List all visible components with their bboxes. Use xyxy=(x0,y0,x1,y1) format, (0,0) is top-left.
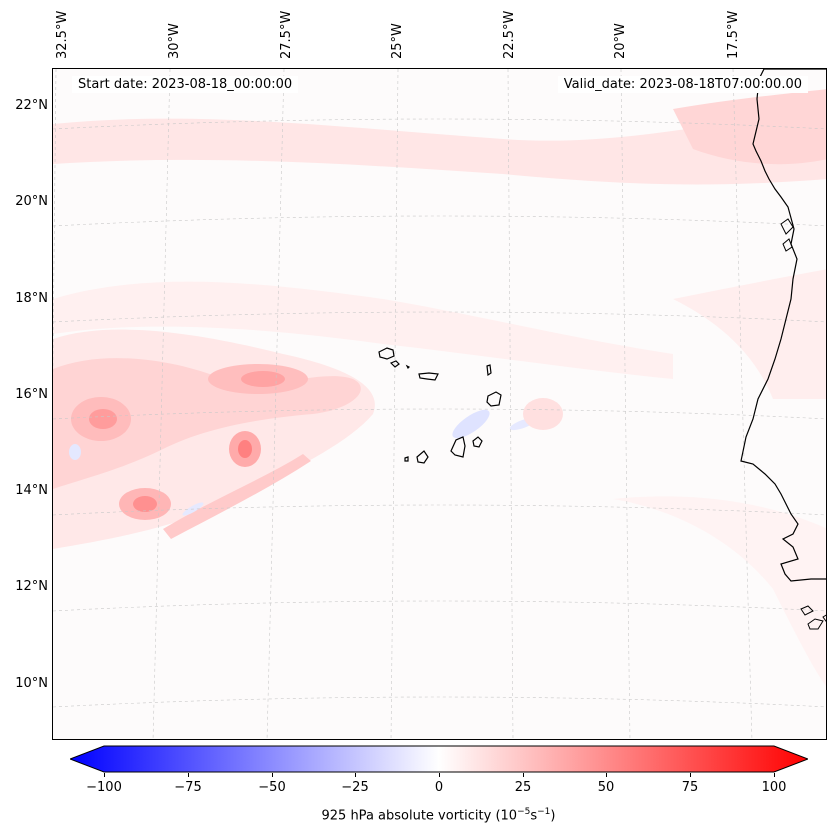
lon-label-22-5w: 22.5°W xyxy=(502,10,517,59)
lon-label-17-5w: 17.5°W xyxy=(726,10,741,59)
cb-tickmark-0 xyxy=(439,773,440,777)
lat-label-16n: 16°N xyxy=(15,387,48,402)
lon-label-25w: 25°W xyxy=(390,23,405,59)
vorticity-band-north-strong xyxy=(673,89,826,165)
vorticity-field xyxy=(53,69,826,739)
vorticity-negative-island xyxy=(452,409,490,439)
lat-label-22n: 22°N xyxy=(15,98,48,113)
cb-tickmark-m25 xyxy=(355,773,356,777)
cb-tickmark-75 xyxy=(690,773,691,777)
vorticity-max-4-core xyxy=(133,496,157,512)
valid-date-label: Valid_date: 2023-08-18T07:00:00.00 xyxy=(557,76,808,93)
colorbar-gradient xyxy=(68,745,810,773)
start-date-label: Start date: 2023-08-18_00:00:00 xyxy=(72,76,299,93)
lon-label-32-5w: 32.5°W xyxy=(55,10,70,59)
cb-tick-label-0: 0 xyxy=(434,780,444,795)
lat-label-12n: 12°N xyxy=(15,579,48,594)
vorticity-negative-west xyxy=(69,444,81,460)
colorbar-label: 925 hPa absolute vorticity (10−5s−1) xyxy=(0,807,837,823)
vorticity-band-mid xyxy=(53,281,673,379)
map-panel[interactable] xyxy=(52,68,827,740)
cb-label-mid: s xyxy=(530,808,538,824)
cb-label-exp2: −1 xyxy=(537,807,551,817)
cb-tickmark-m50 xyxy=(272,773,273,777)
gridlines xyxy=(53,69,826,739)
cb-tick-label-100: 100 xyxy=(761,780,787,795)
cb-tick-label-m50: −50 xyxy=(258,780,286,795)
cape-verde-islands xyxy=(378,347,502,464)
cb-tick-label-50: 50 xyxy=(597,780,615,795)
vorticity-band-north xyxy=(53,109,826,185)
vorticity-east-coast xyxy=(673,269,826,399)
cb-tickmark-50 xyxy=(606,773,607,777)
cb-tick-label-m75: −75 xyxy=(174,780,202,795)
cb-tick-label-25: 25 xyxy=(514,780,532,795)
vorticity-max-2-core xyxy=(241,371,285,387)
lon-label-20w: 20°W xyxy=(613,23,628,59)
cb-tick-label-m25: −25 xyxy=(341,780,369,795)
vorticity-max-1-core xyxy=(89,409,117,429)
lat-label-14n: 14°N xyxy=(15,483,48,498)
vorticity-east-south xyxy=(613,496,826,687)
vorticity-positive-island xyxy=(523,398,563,430)
coastline-islands-south xyxy=(800,605,826,630)
cb-tickmark-100 xyxy=(774,773,775,777)
lon-label-27-5w: 27.5°W xyxy=(279,10,294,59)
cb-tick-label-m100: −100 xyxy=(86,780,122,795)
cb-tickmark-m100 xyxy=(104,773,105,777)
cb-label-suffix: ) xyxy=(550,808,556,824)
cb-tickmark-25 xyxy=(523,773,524,777)
cb-tick-label-75: 75 xyxy=(681,780,699,795)
vorticity-max-3-core xyxy=(238,440,252,458)
coastline-north-bays xyxy=(780,218,794,252)
colorbar xyxy=(68,745,810,773)
lat-label-10n: 10°N xyxy=(15,676,48,691)
african-coastline xyxy=(740,69,826,582)
cb-tickmark-m75 xyxy=(188,773,189,777)
lat-label-20n: 20°N xyxy=(15,194,48,209)
vorticity-ridge-sw xyxy=(163,454,311,539)
lon-label-30w: 30°W xyxy=(167,23,182,59)
cb-label-exp1: −5 xyxy=(517,807,531,817)
cb-label-prefix: 925 hPa absolute vorticity (10 xyxy=(321,808,518,824)
lat-label-18n: 18°N xyxy=(15,291,48,306)
